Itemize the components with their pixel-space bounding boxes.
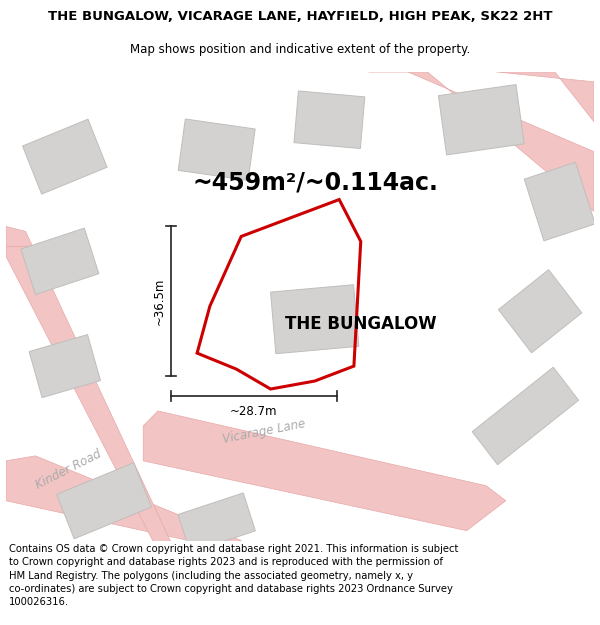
Text: Map shows position and indicative extent of the property.: Map shows position and indicative extent… <box>130 42 470 56</box>
Text: ~28.7m: ~28.7m <box>230 406 278 419</box>
Text: Contains OS data © Crown copyright and database right 2021. This information is : Contains OS data © Crown copyright and d… <box>9 544 458 607</box>
Text: THE BUNGALOW: THE BUNGALOW <box>286 315 437 333</box>
Polygon shape <box>524 162 595 241</box>
Polygon shape <box>29 334 100 398</box>
Text: ~459m²/~0.114ac.: ~459m²/~0.114ac. <box>192 171 438 194</box>
Polygon shape <box>294 91 365 149</box>
Polygon shape <box>56 462 151 539</box>
Polygon shape <box>143 411 506 531</box>
Polygon shape <box>178 493 256 552</box>
Polygon shape <box>496 72 594 122</box>
Text: Vicarage Lane: Vicarage Lane <box>221 417 307 446</box>
Polygon shape <box>499 269 582 352</box>
Polygon shape <box>6 456 241 546</box>
Polygon shape <box>6 226 173 551</box>
Text: Kinder Road: Kinder Road <box>34 448 103 492</box>
Polygon shape <box>178 119 255 181</box>
Text: ~36.5m: ~36.5m <box>152 278 166 325</box>
Polygon shape <box>439 84 524 155</box>
Polygon shape <box>23 119 107 194</box>
Polygon shape <box>271 285 359 354</box>
Polygon shape <box>472 368 578 465</box>
Text: THE BUNGALOW, VICARAGE LANE, HAYFIELD, HIGH PEAK, SK22 2HT: THE BUNGALOW, VICARAGE LANE, HAYFIELD, H… <box>48 10 552 23</box>
Polygon shape <box>21 228 99 294</box>
Polygon shape <box>368 72 594 211</box>
